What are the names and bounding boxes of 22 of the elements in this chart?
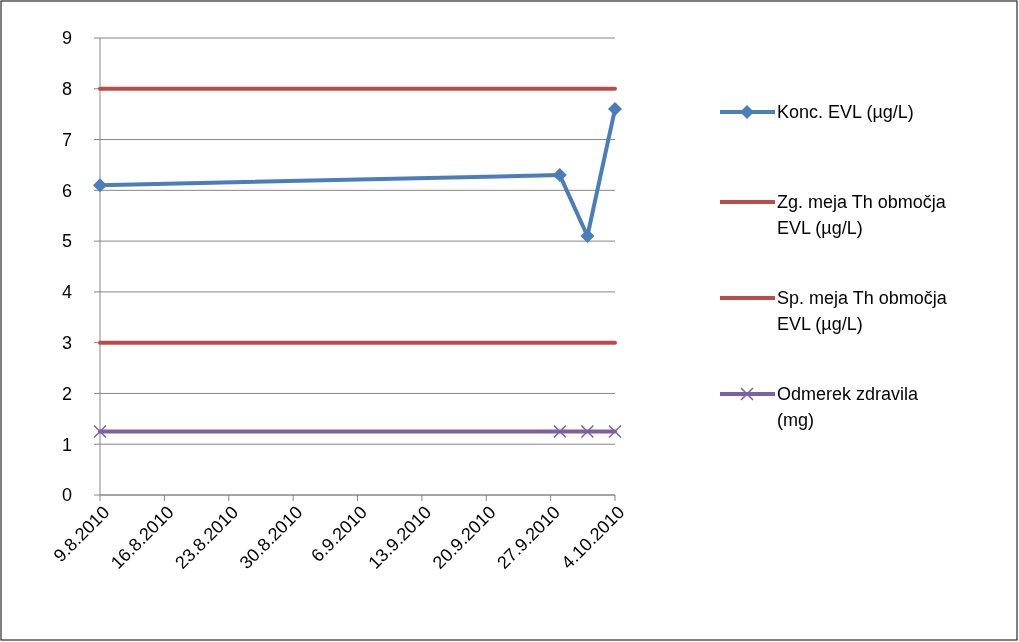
point xyxy=(553,424,567,439)
y-tick-label: 6 xyxy=(61,180,72,201)
y-tick-label: 1 xyxy=(61,434,72,455)
legend-label: Konc. EVL (µg/L) xyxy=(777,102,914,123)
point xyxy=(608,424,622,439)
point xyxy=(552,168,567,183)
y-tick-label: 7 xyxy=(61,129,72,150)
point xyxy=(93,424,107,439)
legend-label: Zg. meja Th območja EVL (µg/L) xyxy=(777,192,947,239)
y-tick-label: 3 xyxy=(61,332,72,353)
y-tick-label: 8 xyxy=(61,79,72,100)
point xyxy=(580,424,595,439)
legend-label: Odmerek zdravila (mg) xyxy=(777,384,920,431)
point xyxy=(608,102,622,117)
y-tick-label: 5 xyxy=(61,231,72,252)
point xyxy=(93,178,107,193)
y-tick-label: 9 xyxy=(61,28,72,49)
point xyxy=(580,229,595,244)
legend-label: Sp. meja Th območja EVL (µg/L) xyxy=(777,288,948,335)
y-tick-label: 4 xyxy=(61,282,72,303)
y-tick-label: 2 xyxy=(61,383,72,404)
y-tick-label: 0 xyxy=(61,485,72,506)
